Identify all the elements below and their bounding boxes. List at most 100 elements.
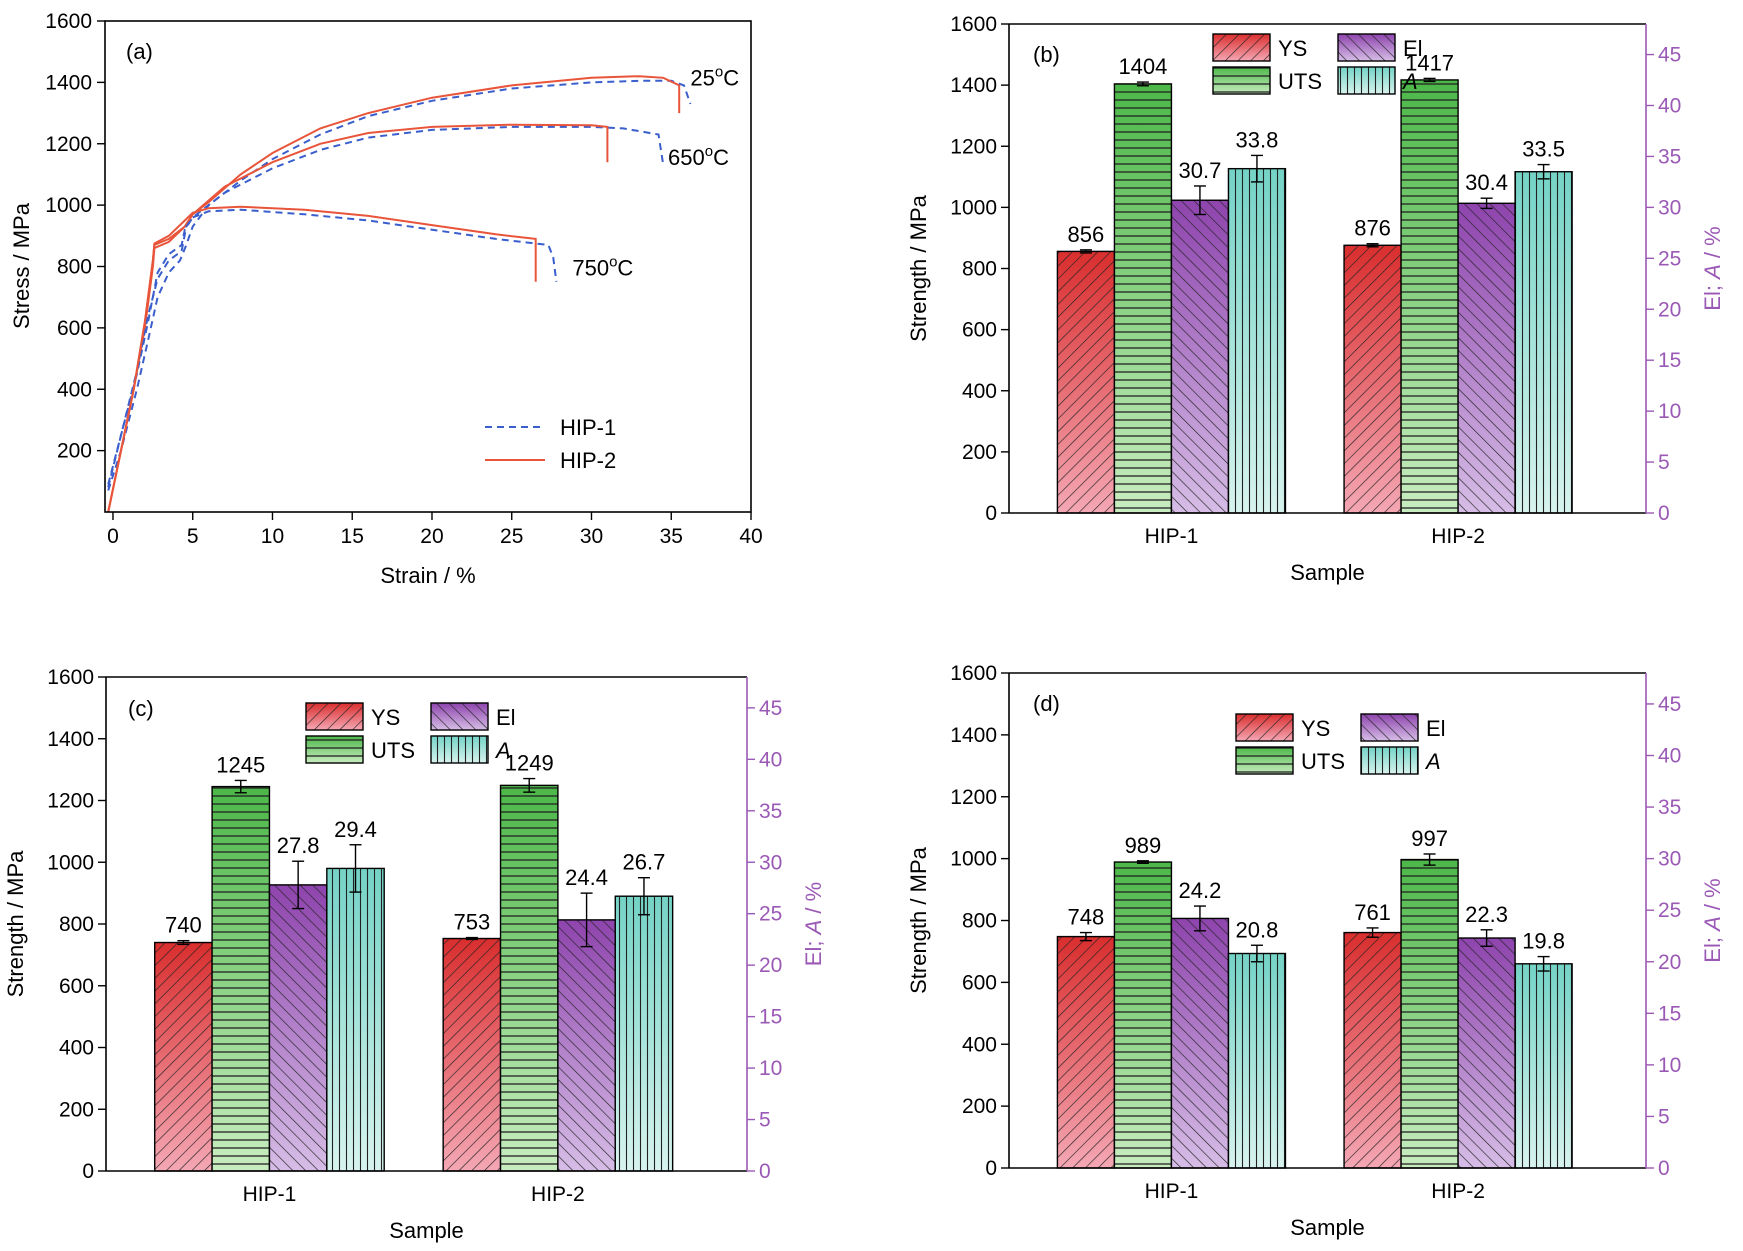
- bar-hatch-uts-hip-1: [1113, 83, 1173, 514]
- bar-hatch-ys-hip-2: [1343, 931, 1402, 1169]
- y-tick-label: 0: [985, 502, 997, 525]
- category-label: HIP-1: [243, 1183, 297, 1206]
- panel-label: (d): [1033, 691, 1060, 716]
- bar-hatch-el-hip-2: [1457, 202, 1516, 514]
- legend: YS El UTS A: [1235, 713, 1446, 775]
- panel-a-ylabel: Stress / MPa: [9, 202, 34, 329]
- data-label: 26.7: [623, 850, 666, 875]
- bar-hatch-uts-hip-2: [499, 784, 559, 1172]
- data-label: 989: [1125, 833, 1162, 858]
- legend-hatch-el: [430, 702, 489, 731]
- y-tick-label: 1400: [950, 724, 997, 747]
- panel-d-bar-chart: (d)74898924.220.876199722.319.8020040060…: [906, 662, 1725, 1240]
- bar-hatch-a-hip-2: [1514, 171, 1573, 514]
- legend-label-uts: UTS: [371, 738, 415, 763]
- curve-hip-1-25c: [107, 79, 692, 491]
- y2-tick-label: 5: [1658, 1105, 1670, 1128]
- y2-tick-label: 5: [1658, 451, 1670, 474]
- y2-tick-label: 40: [1658, 95, 1681, 118]
- legend-label-el: El: [496, 705, 516, 730]
- y-tick-label: 1600: [950, 662, 997, 685]
- bar-hatch-uts-hip-1: [1113, 861, 1173, 1169]
- curve-hip-1-650c: [107, 125, 665, 485]
- y-tick-label: 400: [962, 1033, 997, 1056]
- legend-hatch-uts: [1212, 66, 1271, 95]
- y2-tick-label: 0: [759, 1160, 771, 1183]
- y-tick-label: 1200: [950, 786, 997, 809]
- legend-label-el: El: [1403, 36, 1423, 61]
- y2-tick-label: 10: [1658, 400, 1681, 423]
- bar-hatch-el-hip-1: [1170, 199, 1230, 514]
- temperature-label: 750oC: [572, 254, 633, 281]
- y2-tick-label: 20: [759, 954, 782, 977]
- x-tick-label: 35: [660, 525, 683, 548]
- legend-hip1-label: HIP-1: [560, 415, 616, 440]
- y-tick-label: 1400: [45, 71, 92, 94]
- legend-hatch-a: [1360, 746, 1419, 775]
- y-tick-label: 200: [59, 1098, 94, 1121]
- legend: YS El UTS A: [305, 702, 516, 764]
- y-tick-label: 1400: [47, 728, 94, 751]
- y2-tick-label: 40: [1658, 745, 1681, 768]
- legend-hatch-uts: [1235, 746, 1294, 775]
- y2-axis-title: El; A / %: [801, 882, 826, 966]
- legend-hatch-ys: [305, 702, 364, 731]
- panel-b-bar-chart: (b)856140430.733.8876141730.433.50200400…: [906, 13, 1725, 585]
- category-label: HIP-2: [1431, 1180, 1485, 1203]
- y2-tick-label: 35: [1658, 796, 1681, 819]
- y-tick-label: 200: [962, 441, 997, 464]
- y2-tick-label: 35: [759, 800, 782, 823]
- x-tick-label: 40: [739, 525, 762, 548]
- y-tick-label: 1600: [45, 10, 92, 33]
- data-label: 24.4: [565, 865, 608, 890]
- y-tick-label: 0: [82, 1160, 94, 1183]
- legend-label-a: A: [494, 738, 511, 763]
- y2-tick-label: 15: [759, 1006, 782, 1029]
- y-tick-label: 600: [962, 971, 997, 994]
- panel-a-label: (a): [126, 39, 153, 64]
- x-tick-label: 10: [261, 525, 284, 548]
- y-tick-label: 1200: [950, 135, 997, 158]
- panel-a-stress-strain: (a) 0 5 10 15 20 25 30 35 40 200 400 600 800 1000 1200…: [9, 10, 763, 588]
- bar-hatch-a-hip-1: [1227, 952, 1287, 1169]
- panel-a-axes: 0 5 10 15 20 25 30 35 40 200 400 600 800 1000 1200 1400…: [45, 10, 762, 548]
- data-label: 748: [1068, 905, 1105, 930]
- y2-tick-label: 45: [759, 697, 782, 720]
- data-label: 20.8: [1236, 917, 1279, 942]
- y-tick-label: 400: [962, 380, 997, 403]
- y-tick-label: 1200: [45, 133, 92, 156]
- data-label: 19.8: [1522, 929, 1565, 954]
- category-label: HIP-1: [1145, 1180, 1199, 1203]
- category-label: HIP-2: [1431, 525, 1485, 548]
- y2-tick-label: 45: [1658, 44, 1681, 67]
- bar-hatch-a-hip-1: [326, 867, 385, 1172]
- legend-hip2-label: HIP-2: [560, 448, 616, 473]
- bar-hatch-a-hip-2: [1514, 963, 1573, 1169]
- y2-tick-label: 15: [1658, 349, 1681, 372]
- y2-tick-label: 30: [759, 851, 782, 874]
- data-label: 876: [1354, 216, 1391, 241]
- data-label: 30.7: [1179, 158, 1222, 183]
- y-tick-label: 0: [985, 1157, 997, 1180]
- data-label: 29.4: [334, 817, 377, 842]
- data-label: 856: [1068, 222, 1105, 247]
- data-label: 22.3: [1465, 902, 1508, 927]
- x-tick-label: 25: [500, 525, 523, 548]
- legend-label-ys: YS: [1278, 36, 1307, 61]
- y-tick-label: 1000: [950, 848, 997, 871]
- x-tick-label: 0: [107, 525, 119, 548]
- legend-label-a: A: [1401, 69, 1418, 94]
- legend-hatch-ys: [1212, 33, 1271, 62]
- y-axis-title: Strength / MPa: [906, 846, 931, 994]
- category-label: HIP-2: [531, 1183, 585, 1206]
- y-tick-label: 800: [962, 910, 997, 933]
- y2-tick-label: 20: [1658, 951, 1681, 974]
- bar-hatch-ys-hip-2: [442, 937, 502, 1172]
- data-label: 33.5: [1522, 137, 1565, 162]
- y2-tick-label: 40: [759, 748, 782, 771]
- y2-tick-label: 25: [1658, 899, 1681, 922]
- y2-axis-title: El; A / %: [1700, 226, 1725, 310]
- y2-tick-label: 0: [1658, 502, 1670, 525]
- temperature-label: 650oC: [668, 143, 729, 170]
- panel-a-curves: [107, 75, 692, 513]
